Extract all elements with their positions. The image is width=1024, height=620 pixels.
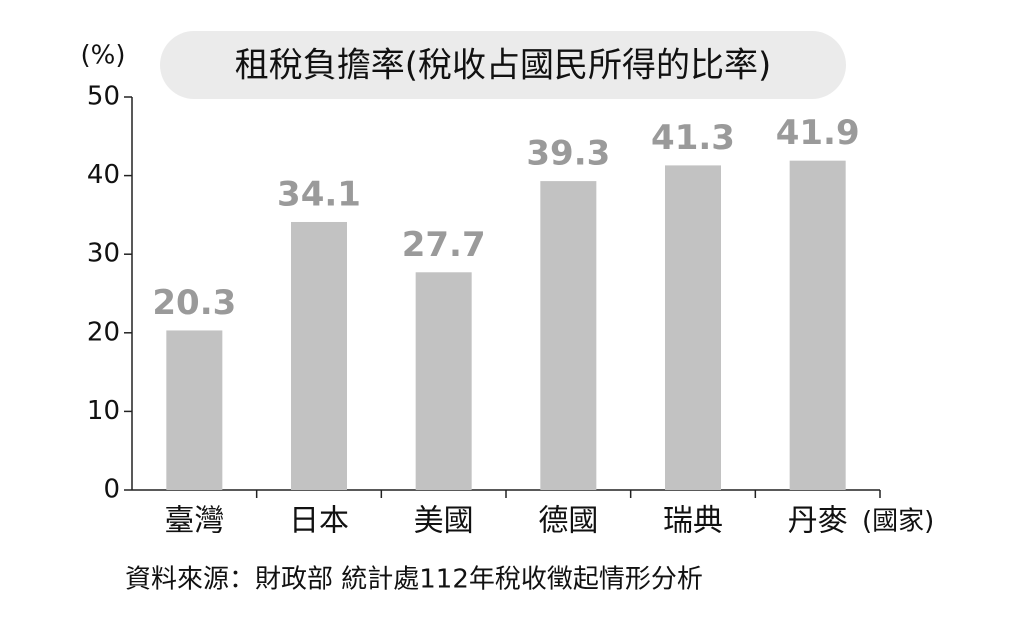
y-tick-label: 50 xyxy=(87,82,120,112)
value-label: 41.3 xyxy=(651,118,735,158)
bar xyxy=(166,330,223,490)
bar xyxy=(789,160,846,490)
bar xyxy=(415,272,472,490)
value-label: 39.3 xyxy=(526,134,610,174)
bar xyxy=(540,181,597,491)
y-tick-label: 40 xyxy=(87,160,120,190)
bar xyxy=(291,221,347,490)
x-tick-label: 美國 xyxy=(414,504,474,539)
x-tick-label: 丹麥 xyxy=(788,504,848,539)
chart-title: 租稅負擔率(稅收占國民所得的比率) xyxy=(235,46,772,86)
x-tick-label: 日本 xyxy=(289,504,349,539)
value-label: 34.1 xyxy=(277,174,361,214)
value-label: 41.9 xyxy=(776,113,860,153)
title-background xyxy=(160,31,846,99)
y-tick-label: 20 xyxy=(87,317,120,347)
x-axis-label: (國家) xyxy=(862,507,934,537)
y-tick-label: 30 xyxy=(87,239,120,269)
y-tick-label: 0 xyxy=(103,475,120,505)
source-note: 資料來源：財政部 統計處112年稅收徵起情形分析 xyxy=(125,565,703,595)
x-tick-label: 臺灣 xyxy=(164,504,224,539)
x-tick-label: 德國 xyxy=(538,504,598,539)
bar xyxy=(665,165,721,490)
value-label: 27.7 xyxy=(402,225,486,265)
y-axis-label: (%) xyxy=(81,41,126,71)
x-tick-label: 瑞典 xyxy=(663,504,723,539)
value-label: 20.3 xyxy=(152,283,236,323)
y-tick-label: 10 xyxy=(87,396,120,426)
